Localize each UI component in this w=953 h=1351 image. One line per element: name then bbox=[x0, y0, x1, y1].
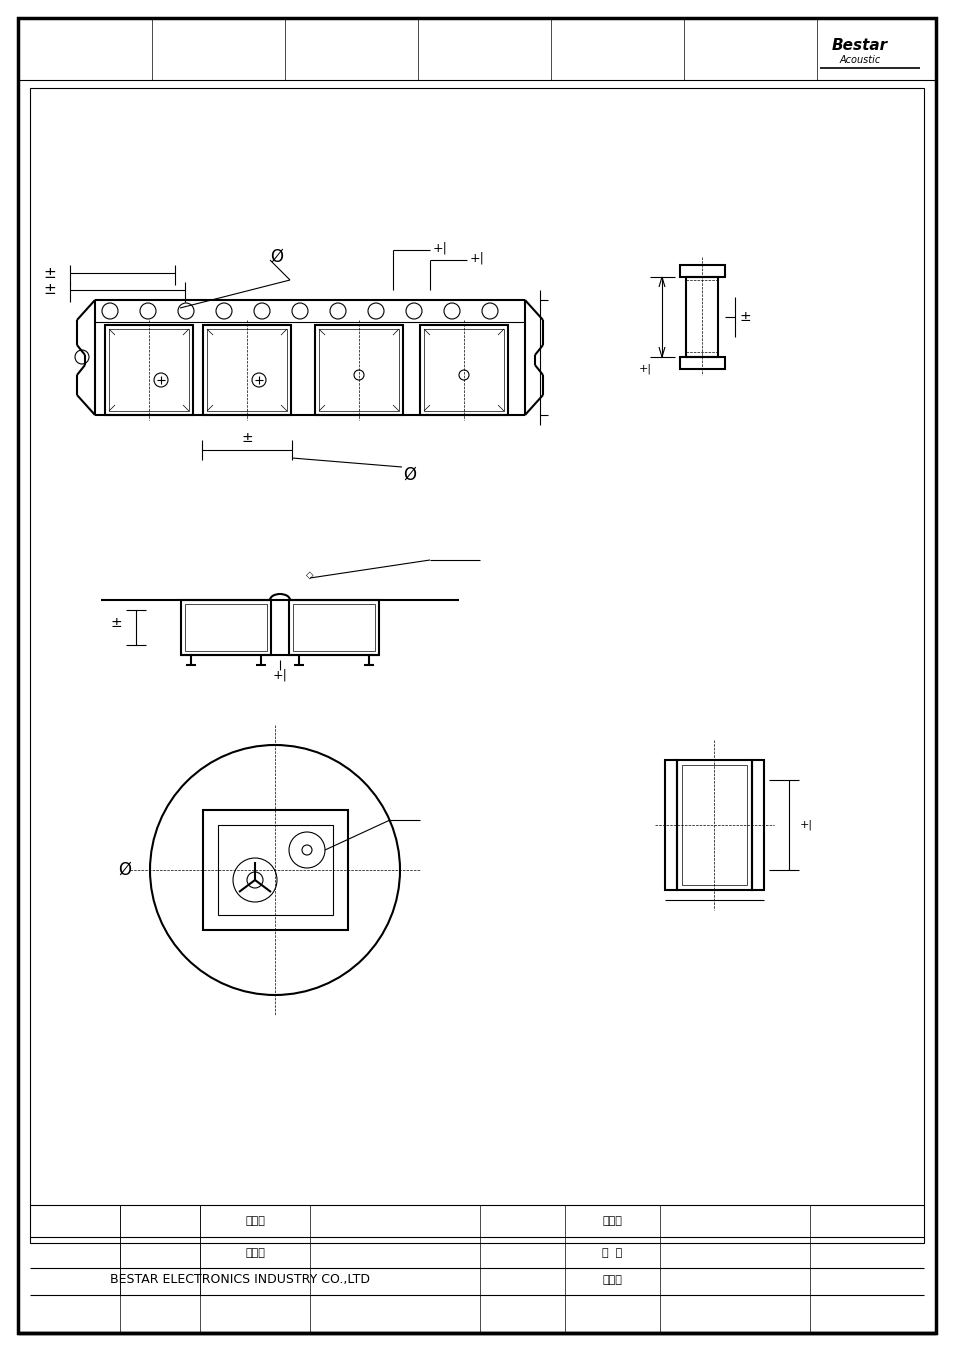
Bar bbox=[181, 600, 271, 655]
Text: +|: +| bbox=[432, 242, 447, 254]
Text: 魏布玲: 魏布玲 bbox=[601, 1216, 621, 1225]
Bar bbox=[685, 277, 718, 357]
Bar bbox=[203, 326, 291, 415]
Text: Ø: Ø bbox=[403, 466, 416, 484]
Text: 王文邦: 王文邦 bbox=[601, 1275, 621, 1285]
Bar bbox=[664, 761, 677, 890]
Text: 魏布玲: 魏布玲 bbox=[245, 1216, 265, 1225]
Bar bbox=[293, 604, 375, 651]
Text: ◇: ◇ bbox=[306, 570, 314, 580]
Bar bbox=[681, 765, 746, 885]
Bar bbox=[677, 761, 751, 890]
Bar bbox=[318, 330, 398, 411]
Bar bbox=[751, 761, 763, 890]
Bar bbox=[314, 326, 402, 415]
Text: ±: ± bbox=[44, 282, 56, 297]
Text: BESTAR ELECTRONICS INDUSTRY CO.,LTD: BESTAR ELECTRONICS INDUSTRY CO.,LTD bbox=[110, 1274, 370, 1286]
Text: Ø: Ø bbox=[118, 861, 132, 880]
Text: 魏布玲: 魏布玲 bbox=[245, 1248, 265, 1258]
Bar bbox=[105, 326, 193, 415]
Text: ±: ± bbox=[44, 266, 56, 281]
Text: Ø: Ø bbox=[270, 249, 283, 266]
Bar bbox=[289, 600, 378, 655]
Text: ±: ± bbox=[111, 616, 122, 630]
Text: Acoustic: Acoustic bbox=[839, 55, 880, 65]
Bar bbox=[679, 265, 724, 277]
Bar bbox=[207, 330, 287, 411]
Text: ±: ± bbox=[739, 309, 750, 324]
Bar bbox=[109, 330, 189, 411]
Bar bbox=[679, 357, 724, 369]
Bar bbox=[423, 330, 503, 411]
Bar bbox=[419, 326, 507, 415]
Text: ±: ± bbox=[241, 431, 253, 444]
Text: 徐  波: 徐 波 bbox=[601, 1248, 621, 1258]
Text: Bestar: Bestar bbox=[831, 38, 887, 53]
Text: +|: +| bbox=[469, 251, 484, 265]
Bar bbox=[30, 88, 923, 1243]
Bar bbox=[203, 811, 348, 929]
Text: +|: +| bbox=[799, 820, 812, 831]
Bar bbox=[218, 825, 333, 915]
Text: +|: +| bbox=[638, 363, 651, 374]
Text: +|: +| bbox=[273, 669, 287, 681]
Bar bbox=[185, 604, 267, 651]
